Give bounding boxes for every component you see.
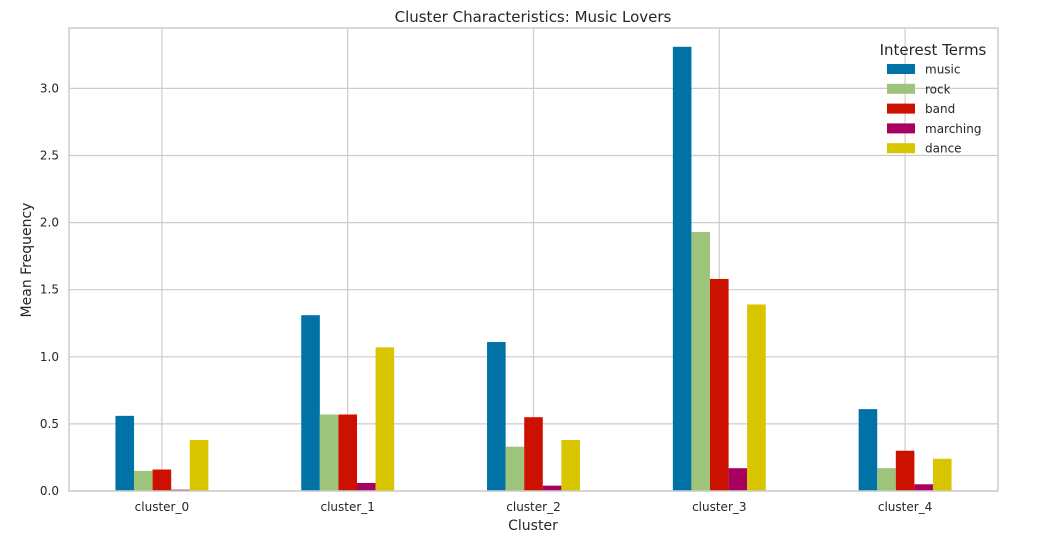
y-tick-label: 3.0: [40, 81, 59, 95]
bar-dance-cluster_2: [561, 440, 580, 491]
y-tick-label: 0.5: [40, 417, 59, 431]
x-tick-label: cluster_3: [692, 500, 746, 514]
bar-marching-cluster_1: [356, 482, 376, 491]
bar-band-cluster_0: [152, 469, 172, 491]
bar-band-cluster_4: [895, 450, 915, 491]
y-tick-label: 0.0: [40, 484, 59, 498]
bar-rock-cluster_0: [134, 470, 153, 491]
bar-marching-cluster_3: [728, 468, 748, 491]
ticks-layer: 0.0 0.5 1.0 1.5 2.0 2.5 3.0 cluster_0 cluster_1 c…: [40, 81, 932, 514]
legend-label-dance: dance: [925, 142, 962, 156]
y-tick-label: 1.5: [40, 283, 59, 297]
bar-band-cluster_1: [338, 414, 357, 491]
x-tick-label: cluster_1: [320, 500, 374, 514]
bar-band-cluster_2: [524, 417, 543, 491]
bar-marching-cluster_4: [914, 484, 933, 491]
legend-title: Interest Terms: [880, 41, 987, 59]
legend-label-rock: rock: [925, 82, 951, 96]
legend-swatch-music: [887, 64, 915, 74]
x-axis-label: Cluster: [508, 518, 558, 534]
chart-title: Cluster Characteristics: Music Lovers: [395, 8, 672, 26]
bars-layer: [115, 46, 952, 492]
y-tick-label: 2.5: [40, 148, 59, 162]
bar-music-cluster_2: [487, 342, 506, 491]
legend-label-marching: marching: [925, 122, 981, 136]
bar-dance-cluster_4: [932, 458, 952, 491]
bar-dance-cluster_0: [189, 440, 209, 491]
bar-rock-cluster_3: [691, 231, 711, 491]
bar-music-cluster_4: [858, 409, 878, 491]
legend-label-music: music: [925, 63, 960, 77]
x-tick-label: cluster_4: [878, 500, 932, 514]
bar-rock-cluster_2: [505, 446, 525, 491]
bar-rock-cluster_1: [319, 414, 339, 491]
y-tick-label: 2.0: [40, 216, 59, 230]
bar-marching-cluster_2: [542, 485, 562, 491]
plot-frame: [68, 27, 999, 492]
legend-swatch-marching: [887, 123, 915, 134]
bar-dance-cluster_1: [375, 347, 395, 491]
bar-music-cluster_0: [115, 415, 135, 491]
bar-music-cluster_3: [672, 46, 692, 492]
bar-rock-cluster_4: [877, 468, 896, 491]
legend-swatch-dance: [887, 143, 915, 154]
y-tick-label: 1.0: [40, 350, 59, 364]
bar-music-cluster_1: [301, 315, 320, 491]
legend-label-band: band: [925, 102, 955, 116]
bar-band-cluster_3: [710, 278, 729, 491]
bar-dance-cluster_3: [747, 304, 766, 491]
x-tick-label: cluster_0: [135, 500, 189, 514]
legend-swatch-rock: [887, 83, 915, 94]
x-tick-label: cluster_2: [506, 500, 560, 514]
legend: Interest Terms music rock band marching danc…: [880, 41, 987, 156]
y-axis-label: Mean Frequency: [19, 203, 35, 318]
legend-swatch-band: [887, 103, 915, 114]
